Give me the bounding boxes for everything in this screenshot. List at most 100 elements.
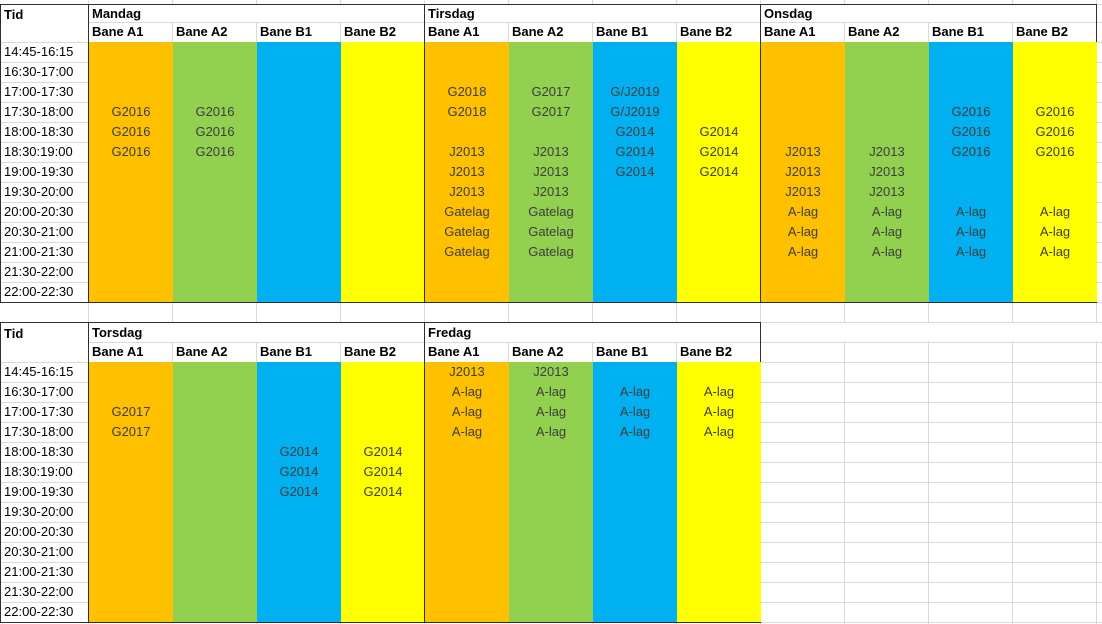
schedule-cell[interactable]: [341, 82, 425, 102]
schedule-cell[interactable]: [173, 82, 257, 102]
lane-header-cell[interactable]: Bane A1: [428, 344, 480, 359]
schedule-cell[interactable]: [593, 542, 677, 562]
schedule-cell[interactable]: [89, 582, 173, 602]
schedule-cell[interactable]: Gatelag: [444, 244, 490, 259]
schedule-cell[interactable]: [761, 42, 845, 62]
time-slot-cell[interactable]: 18:30:19:00: [4, 144, 73, 159]
schedule-cell[interactable]: G2014: [363, 444, 403, 459]
schedule-cell[interactable]: G2017: [111, 404, 151, 419]
schedule-cell[interactable]: [425, 542, 509, 562]
schedule-cell[interactable]: [593, 482, 677, 502]
time-slot-cell[interactable]: 14:45-16:15: [4, 44, 74, 59]
schedule-cell[interactable]: [425, 562, 509, 582]
day-header-cell[interactable]: Onsdag: [764, 6, 813, 21]
schedule-cell[interactable]: G2014: [279, 464, 319, 479]
schedule-cell[interactable]: [509, 542, 593, 562]
lane-header-cell[interactable]: Bane A2: [512, 344, 564, 359]
schedule-cell[interactable]: [89, 602, 173, 622]
time-slot-cell[interactable]: 17:30-18:00: [4, 104, 74, 119]
schedule-cell[interactable]: [845, 82, 929, 102]
schedule-cell[interactable]: [173, 182, 257, 202]
schedule-cell[interactable]: [257, 82, 341, 102]
schedule-cell[interactable]: [425, 502, 509, 522]
schedule-cell[interactable]: [593, 182, 677, 202]
schedule-cell[interactable]: [509, 122, 593, 142]
schedule-cell[interactable]: [509, 62, 593, 82]
schedule-cell[interactable]: [341, 182, 425, 202]
schedule-cell[interactable]: [509, 522, 593, 542]
schedule-cell[interactable]: [341, 542, 425, 562]
schedule-cell[interactable]: J2013: [533, 184, 569, 199]
schedule-cell[interactable]: [425, 62, 509, 82]
schedule-cell[interactable]: [89, 182, 173, 202]
schedule-cell[interactable]: [89, 262, 173, 282]
schedule-cell[interactable]: J2013: [533, 144, 569, 159]
schedule-cell[interactable]: [677, 582, 761, 602]
time-column-header[interactable]: Tid: [4, 326, 24, 341]
schedule-cell[interactable]: G2016: [111, 104, 151, 119]
schedule-cell[interactable]: [257, 222, 341, 242]
schedule-cell[interactable]: [173, 562, 257, 582]
schedule-cell[interactable]: [1013, 262, 1097, 282]
schedule-cell[interactable]: [173, 242, 257, 262]
schedule-cell[interactable]: G2016: [111, 124, 151, 139]
schedule-cell[interactable]: [341, 202, 425, 222]
schedule-cell[interactable]: [677, 102, 761, 122]
schedule-cell[interactable]: [593, 362, 677, 382]
schedule-cell[interactable]: [257, 162, 341, 182]
schedule-cell[interactable]: G2014: [363, 464, 403, 479]
schedule-cell[interactable]: A-lag: [787, 204, 819, 219]
schedule-cell[interactable]: [257, 282, 341, 302]
schedule-cell[interactable]: J2013: [449, 364, 485, 379]
schedule-cell[interactable]: Gatelag: [528, 204, 574, 219]
lane-header-cell[interactable]: Bane B1: [260, 344, 313, 359]
schedule-cell[interactable]: [509, 42, 593, 62]
lane-header-cell[interactable]: Bane B1: [596, 24, 649, 39]
lane-header-cell[interactable]: Bane A2: [512, 24, 564, 39]
schedule-cell[interactable]: [509, 462, 593, 482]
schedule-cell[interactable]: J2013: [785, 144, 821, 159]
schedule-cell[interactable]: J2013: [533, 164, 569, 179]
schedule-cell[interactable]: [173, 542, 257, 562]
schedule-cell[interactable]: [89, 502, 173, 522]
time-slot-cell[interactable]: 22:00-22:30: [4, 284, 74, 299]
schedule-cell[interactable]: [341, 562, 425, 582]
schedule-cell[interactable]: [761, 62, 845, 82]
schedule-cell[interactable]: [341, 382, 425, 402]
schedule-cell[interactable]: [89, 542, 173, 562]
schedule-cell[interactable]: [509, 282, 593, 302]
schedule-cell[interactable]: A-lag: [787, 224, 819, 239]
schedule-cell[interactable]: [173, 482, 257, 502]
schedule-cell[interactable]: [173, 522, 257, 542]
schedule-cell[interactable]: [761, 122, 845, 142]
schedule-cell[interactable]: G2014: [615, 124, 655, 139]
day-header-cell[interactable]: Mandag: [92, 6, 142, 21]
schedule-cell[interactable]: [845, 62, 929, 82]
schedule-cell[interactable]: G2017: [111, 424, 151, 439]
schedule-cell[interactable]: [341, 42, 425, 62]
schedule-cell[interactable]: G2014: [699, 164, 739, 179]
time-slot-cell[interactable]: 17:00-17:30: [4, 84, 74, 99]
schedule-cell[interactable]: [89, 382, 173, 402]
schedule-cell[interactable]: [257, 582, 341, 602]
time-slot-cell[interactable]: 18:00-18:30: [4, 124, 74, 139]
schedule-cell[interactable]: [929, 282, 1013, 302]
schedule-cell[interactable]: A-lag: [955, 224, 987, 239]
schedule-cell[interactable]: [341, 242, 425, 262]
schedule-cell[interactable]: A-lag: [787, 244, 819, 259]
lane-header-cell[interactable]: Bane B2: [1016, 24, 1069, 39]
schedule-cell[interactable]: [1013, 182, 1097, 202]
schedule-cell[interactable]: [341, 122, 425, 142]
schedule-cell[interactable]: [929, 42, 1013, 62]
schedule-cell[interactable]: [257, 362, 341, 382]
schedule-cell[interactable]: [845, 122, 929, 142]
schedule-cell[interactable]: [677, 362, 761, 382]
schedule-cell[interactable]: [593, 282, 677, 302]
schedule-cell[interactable]: [677, 602, 761, 622]
schedule-cell[interactable]: [845, 262, 929, 282]
schedule-cell[interactable]: [425, 42, 509, 62]
schedule-cell[interactable]: [257, 542, 341, 562]
schedule-cell[interactable]: G2018: [447, 84, 487, 99]
schedule-cell[interactable]: [89, 202, 173, 222]
schedule-cell[interactable]: A-lag: [619, 424, 651, 439]
